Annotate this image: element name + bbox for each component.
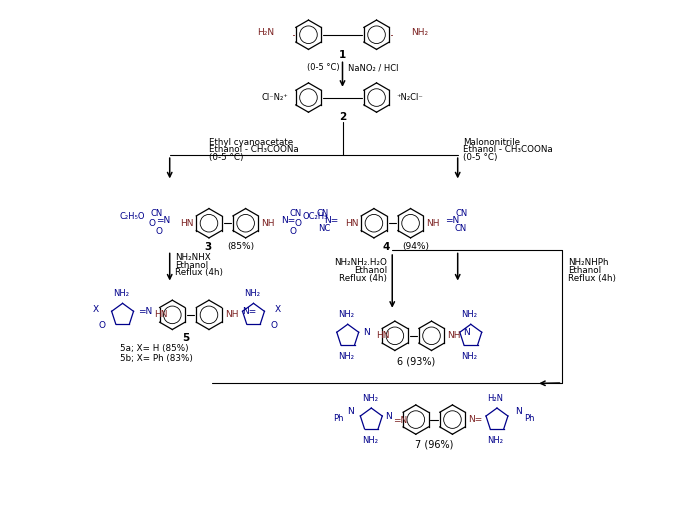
Text: Ethanol: Ethanol [568,266,601,275]
Text: HN: HN [154,310,168,319]
Text: (0-5 °C): (0-5 °C) [209,153,243,162]
Text: Ph: Ph [334,414,344,423]
Text: Reflux (4h): Reflux (4h) [175,268,223,278]
Text: (0-5 °C): (0-5 °C) [308,63,340,72]
Text: NH₂NHPh: NH₂NHPh [568,258,608,267]
Text: N: N [347,407,353,416]
Text: O: O [156,227,163,236]
Text: NH₂NH₂.H₂O: NH₂NH₂.H₂O [334,258,387,267]
Text: CN: CN [151,209,163,218]
Text: NH₂: NH₂ [362,394,377,403]
Text: N: N [364,328,370,337]
Text: CN: CN [456,209,468,218]
Text: N=: N= [468,415,482,424]
Text: NH₂: NH₂ [488,436,503,445]
Text: 5b; X= Ph (83%): 5b; X= Ph (83%) [120,354,193,363]
Text: 2: 2 [339,112,346,122]
Text: HN: HN [376,331,390,340]
Text: H₂N: H₂N [257,28,274,37]
Text: NH₂: NH₂ [245,289,260,298]
Text: NH₂: NH₂ [114,289,129,298]
Text: NH₂: NH₂ [461,352,477,361]
Text: X: X [275,305,281,314]
Text: Ethanol: Ethanol [354,266,387,275]
Text: N=: N= [324,216,338,225]
Text: NC: NC [319,224,330,233]
Text: Reflux (4h): Reflux (4h) [339,274,387,282]
Text: N: N [386,412,393,421]
Text: O: O [99,321,105,330]
Text: (85%): (85%) [227,243,254,251]
Text: 5: 5 [182,333,189,343]
Text: NaNO₂ / HCl: NaNO₂ / HCl [348,63,398,72]
Text: Malononitrile: Malononitrile [463,138,520,146]
Text: NH: NH [262,219,275,228]
Text: O: O [295,219,301,228]
Text: O: O [148,219,155,228]
Text: HN: HN [179,219,193,228]
Text: NH₂NHX: NH₂NHX [175,253,211,262]
Text: (0-5 °C): (0-5 °C) [463,153,497,162]
Text: N=: N= [282,216,295,225]
Text: NH₂: NH₂ [338,310,354,319]
Text: Ethanol: Ethanol [175,260,208,270]
Text: O: O [289,227,296,236]
Text: CN: CN [316,209,329,218]
Text: 7 (96%): 7 (96%) [415,440,453,450]
Text: NH: NH [225,310,238,319]
Text: NH: NH [426,219,440,228]
Text: H₂N: H₂N [488,394,503,403]
Text: 4: 4 [382,242,390,252]
Text: 5a; X= H (85%): 5a; X= H (85%) [120,344,188,353]
Text: =N: =N [138,307,153,316]
Text: Reflux (4h): Reflux (4h) [568,274,616,282]
Text: NH₂: NH₂ [362,436,377,445]
Text: NH₂: NH₂ [461,310,477,319]
Text: N=: N= [242,307,256,316]
Text: =N: =N [445,216,460,225]
Text: Ethyl cyanoacetate: Ethyl cyanoacetate [209,138,293,146]
Text: =N: =N [393,416,408,425]
Text: NH₂: NH₂ [338,352,354,361]
Text: Cl⁻N₂⁺: Cl⁻N₂⁺ [262,93,288,102]
Text: 1: 1 [339,50,346,60]
Text: ⁺N₂Cl⁻: ⁺N₂Cl⁻ [397,93,423,102]
Text: N: N [464,328,470,337]
Text: CN: CN [289,209,301,218]
Text: 6 (93%): 6 (93%) [397,357,435,367]
Text: Ethanol - CH₃COONa: Ethanol - CH₃COONa [463,145,553,154]
Text: OC₂H₅: OC₂H₅ [302,213,327,222]
Text: =N: =N [156,216,171,225]
Text: 3: 3 [204,242,212,252]
Text: N: N [514,407,521,416]
Text: O: O [271,321,277,330]
Text: C₂H₅O: C₂H₅O [119,213,145,222]
Text: CN: CN [454,224,466,233]
Text: Ph: Ph [524,414,535,423]
Text: (94%): (94%) [403,243,429,251]
Text: NH: NH [447,331,461,340]
Text: NH₂: NH₂ [411,28,428,37]
Text: HN: HN [345,219,358,228]
Text: Ethanol - CH₃COONa: Ethanol - CH₃COONa [209,145,299,154]
Text: X: X [93,305,99,314]
